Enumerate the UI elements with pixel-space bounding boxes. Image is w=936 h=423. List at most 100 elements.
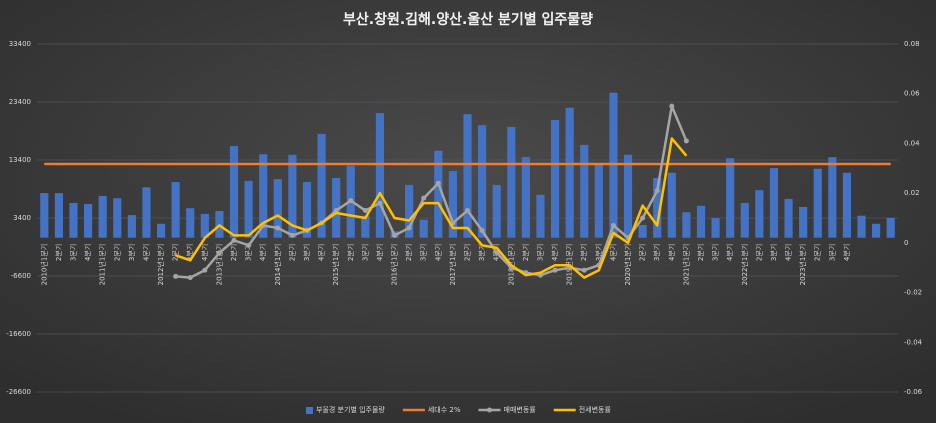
y2-tick-label: 0.02 xyxy=(904,189,920,197)
x-tick-label: 4분기 xyxy=(433,244,442,261)
line-marker xyxy=(465,208,470,214)
bar xyxy=(98,195,107,238)
legend-marker xyxy=(487,407,493,413)
bar xyxy=(521,157,530,238)
line-marker xyxy=(333,208,339,214)
line-marker xyxy=(421,195,427,201)
x-tick-label: 2분기 xyxy=(229,244,238,261)
x-tick-label: 4분기 xyxy=(141,244,150,261)
legend-label: 부울경 분기별 입주물량 xyxy=(316,405,385,414)
bar xyxy=(127,215,136,238)
x-tick-label: 2020년1분기 xyxy=(623,244,632,286)
line-marker xyxy=(173,273,179,279)
x-tick-label: 4분기 xyxy=(200,244,209,261)
line-marker xyxy=(683,138,689,144)
bar xyxy=(302,182,312,238)
y2-tick-label: 0.08 xyxy=(904,40,920,48)
line-marker xyxy=(610,222,616,228)
y2-tick-label: -0.06 xyxy=(904,388,923,396)
bar xyxy=(434,150,443,238)
bar xyxy=(696,205,706,238)
bar xyxy=(113,198,122,238)
x-tick-label: 2014년1분기 xyxy=(273,244,282,286)
bar xyxy=(769,168,779,238)
bar xyxy=(740,202,749,238)
y2-tick-label: -0.02 xyxy=(904,289,922,297)
x-tick-label: 4분기 xyxy=(725,244,734,261)
bar xyxy=(872,223,881,238)
y-tick-label: 23400 xyxy=(9,98,31,106)
y-tick-label: -26600 xyxy=(6,388,31,396)
y-tick-label: 33400 xyxy=(9,40,31,48)
x-tick-label: 4분기 xyxy=(317,244,326,261)
x-tick-label: 2분기 xyxy=(696,244,705,261)
bar xyxy=(813,168,822,238)
line-marker xyxy=(216,250,222,256)
x-tick-label: 2011년1분기 xyxy=(98,244,107,286)
bar xyxy=(405,184,414,238)
x-tick-label: 4분기 xyxy=(784,244,793,261)
x-tick-label: 2016년1분기 xyxy=(390,244,399,286)
line-marker xyxy=(406,225,412,231)
bar xyxy=(842,172,852,238)
x-tick-label: 2022년1분기 xyxy=(740,244,749,286)
bar xyxy=(667,172,676,238)
bar xyxy=(69,202,78,238)
line-marker xyxy=(581,267,587,273)
line-marker xyxy=(362,208,368,214)
line-marker xyxy=(275,225,281,231)
x-tick-label: 4분기 xyxy=(83,244,92,261)
x-tick-label: 2분기 xyxy=(813,244,822,261)
x-tick-label: 2015년1분기 xyxy=(331,244,340,286)
bar xyxy=(375,113,385,238)
bar xyxy=(200,213,209,238)
x-tick-label: 2분기 xyxy=(287,244,296,261)
bar xyxy=(229,146,239,238)
bar xyxy=(171,182,180,238)
bar xyxy=(594,162,603,238)
bar xyxy=(419,219,428,238)
bar xyxy=(507,126,516,238)
bar xyxy=(83,204,93,238)
y-tick-label: -6600 xyxy=(11,272,31,280)
x-tick-label: 3분기 xyxy=(419,244,428,261)
x-tick-label: 4분기 xyxy=(608,244,617,261)
x-tick-label: 2분기 xyxy=(638,244,647,261)
bar xyxy=(259,154,268,238)
x-tick-label: 3분기 xyxy=(302,244,311,261)
x-tick-label: 3분기 xyxy=(769,244,778,261)
y-tick-label: 3400 xyxy=(13,214,31,222)
x-tick-label: 4분기 xyxy=(667,244,676,261)
bar xyxy=(623,154,633,238)
line-marker xyxy=(231,237,237,243)
legend-label: 전세변동률 xyxy=(579,405,612,414)
bar xyxy=(726,158,735,238)
x-tick-label: 4분기 xyxy=(258,244,267,261)
bar xyxy=(828,157,837,238)
y2-tick-label: -0.04 xyxy=(904,338,923,346)
x-tick-label: 3분기 xyxy=(127,244,136,261)
line-marker xyxy=(348,198,354,204)
bar xyxy=(784,198,793,238)
y-tick-label: -16600 xyxy=(6,330,31,338)
bar xyxy=(156,223,166,238)
line-marker xyxy=(289,232,295,238)
bar xyxy=(244,180,253,238)
legend-label: 세대수 2% xyxy=(428,405,461,414)
bar xyxy=(288,154,297,238)
bar xyxy=(580,144,589,238)
x-tick-label: 4분기 xyxy=(550,244,559,261)
line-marker xyxy=(640,215,646,221)
bar xyxy=(755,190,764,238)
line-marker xyxy=(654,188,660,194)
line-marker xyxy=(479,227,485,233)
line-marker xyxy=(494,250,500,256)
bar xyxy=(186,208,195,238)
x-tick-label: 2분기 xyxy=(171,244,180,261)
bar xyxy=(448,171,457,238)
bar xyxy=(463,114,472,238)
x-tick-label: 4분기 xyxy=(842,244,851,261)
x-tick-label: 2분기 xyxy=(404,244,413,261)
y-tick-label: 13400 xyxy=(9,156,31,164)
bar xyxy=(332,177,341,238)
